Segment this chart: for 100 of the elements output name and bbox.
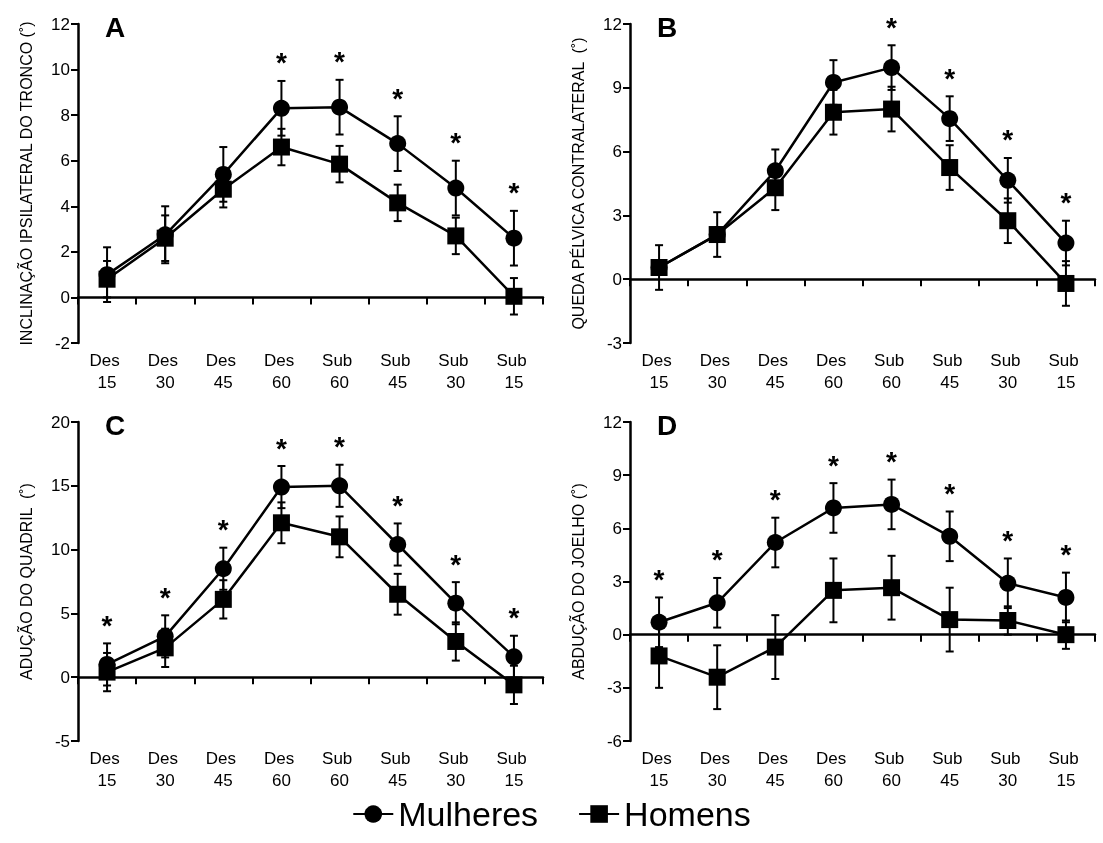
chart-title: D	[657, 409, 678, 441]
annotation: *	[275, 432, 287, 464]
x-tick-label: Des 30	[147, 350, 183, 392]
point	[999, 171, 1017, 189]
y-tick-label: 8	[60, 105, 70, 125]
x-tick-label: Des 45	[205, 350, 241, 392]
point	[447, 632, 465, 650]
legend-label: Mulheres	[398, 795, 539, 833]
annotation: *	[653, 563, 665, 595]
chart-title: C	[105, 409, 126, 441]
x-tick-label: Sub 30	[438, 748, 474, 790]
annotation: *	[1060, 539, 1072, 571]
annotation: *	[711, 544, 723, 576]
point	[766, 534, 784, 552]
y-tick-label: 3	[612, 205, 622, 225]
point	[999, 574, 1017, 592]
point	[331, 477, 349, 495]
annotation: *	[1060, 187, 1072, 219]
point	[766, 638, 784, 656]
point	[272, 138, 290, 156]
point	[156, 639, 174, 657]
point	[389, 585, 407, 603]
point	[1057, 588, 1075, 606]
point	[941, 527, 959, 545]
point	[650, 613, 668, 631]
y-tick-label: 6	[612, 518, 622, 538]
x-tick-label: Sub 45	[932, 350, 968, 392]
x-tick-label: Des 15	[89, 748, 125, 790]
annotation: *	[275, 47, 287, 79]
y-tick-label: 6	[60, 151, 70, 171]
y-tick-label: 9	[612, 78, 622, 98]
x-tick-label: Sub 45	[380, 748, 416, 790]
y-tick-label: -6	[606, 731, 622, 751]
chart-title: A	[105, 11, 126, 43]
point	[650, 647, 668, 665]
annotation: *	[508, 177, 520, 209]
y-tick-label: 10	[51, 60, 70, 80]
x-tick-label: Des 15	[641, 748, 677, 790]
legend-label: Homens	[624, 795, 751, 833]
point	[824, 581, 842, 599]
annotation: *	[827, 449, 839, 481]
x-tick-label: Des 45	[757, 748, 793, 790]
y-tick-label: 5	[60, 603, 70, 623]
point	[1057, 274, 1075, 292]
point	[447, 227, 465, 245]
x-tick-label: Sub 30	[438, 350, 474, 392]
point	[708, 668, 726, 686]
y-tick-label: 0	[60, 287, 70, 307]
chart-title: B	[657, 11, 678, 43]
point	[214, 590, 232, 608]
x-tick-label: Sub 60	[322, 748, 358, 790]
y-tick-label: -5	[54, 731, 70, 751]
point	[214, 165, 232, 183]
y-tick-label: 15	[51, 476, 70, 496]
y-tick-label: -2	[54, 333, 70, 353]
x-tick-label: Sub 15	[496, 350, 532, 392]
annotation: *	[392, 489, 404, 521]
point	[766, 179, 784, 197]
x-tick-label: Des 60	[815, 748, 851, 790]
annotation: *	[159, 581, 171, 613]
point	[331, 155, 349, 173]
point	[98, 663, 116, 681]
point	[505, 648, 523, 666]
point	[941, 159, 959, 177]
annotation: *	[217, 514, 229, 546]
x-tick-label: Sub 15	[1048, 350, 1084, 392]
point	[708, 594, 726, 612]
annotation: *	[508, 602, 520, 634]
x-tick-label: Sub 45	[932, 748, 968, 790]
point	[272, 478, 290, 496]
annotation: *	[944, 62, 956, 94]
annotation: *	[1002, 524, 1014, 556]
y-tick-label: 10	[51, 540, 70, 560]
x-tick-label: Sub 60	[322, 350, 358, 392]
y-tick-label: 0	[612, 625, 622, 645]
y-tick-label: -3	[606, 678, 622, 698]
annotation: *	[392, 82, 404, 114]
x-tick-label: Des 60	[815, 350, 851, 392]
point	[883, 59, 901, 77]
point	[389, 135, 407, 153]
point	[447, 179, 465, 197]
annotation: *	[886, 11, 898, 43]
point	[824, 499, 842, 517]
y-tick-label: 4	[60, 196, 70, 216]
point	[999, 212, 1017, 230]
point	[1057, 234, 1075, 252]
x-tick-label: Sub 15	[1048, 748, 1084, 790]
point	[331, 528, 349, 546]
annotation: *	[944, 478, 956, 509]
annotation: *	[101, 609, 113, 641]
x-tick-label: Des 30	[147, 748, 183, 790]
x-tick-label: Des 45	[205, 748, 241, 790]
x-tick-label: Sub 45	[380, 350, 416, 392]
y-axis-title: ABDUÇÃO DO JOELHO (˚)	[567, 483, 587, 680]
point	[505, 676, 523, 694]
point	[883, 579, 901, 597]
y-tick-label: 2	[60, 242, 70, 262]
annotation: *	[769, 484, 781, 516]
x-tick-label: Des 60	[263, 350, 299, 392]
point	[766, 162, 784, 180]
